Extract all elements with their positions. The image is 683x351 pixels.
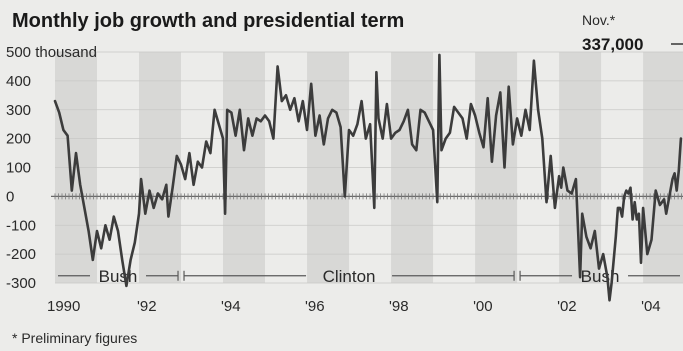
x-tick-label: '00 — [473, 298, 493, 315]
annotation-label: Nov.* — [582, 12, 616, 28]
chart-title: Monthly job growth and presidential term — [12, 10, 404, 32]
x-tick-label: '04 — [641, 298, 661, 315]
x-tick-labels: 1990 '92 '94 '96 '98 '00 '02 '04 — [47, 298, 661, 315]
y-tick-labels: 500 thousand 400 300 200 100 0 -100 -200 -300 — [6, 44, 97, 292]
job-growth-line — [53, 53, 683, 302]
x-tick-label: '92 — [137, 298, 157, 315]
x-tick-label: '94 — [221, 298, 241, 315]
term-marker: Clinton — [183, 267, 515, 286]
y-tick-label: 500 thousand — [6, 44, 97, 61]
x-tick-label: '98 — [389, 298, 409, 315]
term-marker: Bush — [519, 267, 680, 286]
x-tick-label: '96 — [305, 298, 325, 315]
term-label: Clinton — [323, 267, 376, 286]
gridlines — [55, 51, 683, 284]
annotation-value: 337,000 — [582, 35, 643, 54]
y-tick-label: 400 — [6, 73, 31, 90]
y-tick-label: 300 — [6, 102, 31, 119]
presidential-terms: Bush Clinton Bush — [58, 267, 680, 286]
term-label: Bush — [99, 267, 138, 286]
y-tick-label: 100 — [6, 160, 31, 177]
footnote: * Preliminary figures — [12, 330, 137, 346]
y-tick-label: 0 — [6, 188, 14, 205]
y-tick-label: -100 — [6, 217, 36, 234]
x-tick-label: '02 — [557, 298, 577, 315]
y-tick-label: 200 — [6, 131, 31, 148]
term-label: Bush — [581, 267, 620, 286]
y-tick-label: -300 — [6, 275, 36, 292]
x-tick-label: 1990 — [47, 298, 80, 315]
zero-line-ticks — [54, 193, 682, 200]
y-tick-label: -200 — [6, 246, 36, 263]
